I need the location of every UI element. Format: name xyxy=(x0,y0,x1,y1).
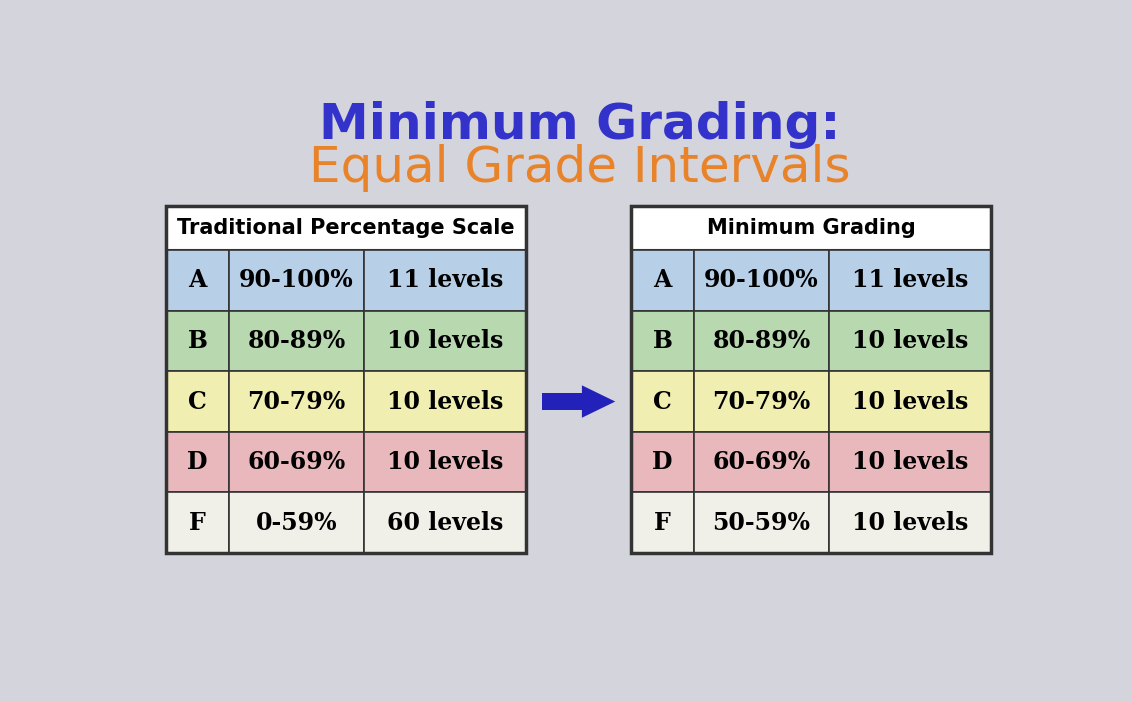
Bar xyxy=(166,311,229,371)
Bar xyxy=(829,250,990,311)
Text: 50-59%: 50-59% xyxy=(712,510,811,535)
Bar xyxy=(829,432,990,492)
Bar xyxy=(229,371,363,432)
Bar xyxy=(631,371,694,432)
Bar xyxy=(631,206,990,250)
Text: 90-100%: 90-100% xyxy=(704,268,818,293)
Bar xyxy=(363,250,525,311)
Text: 11 levels: 11 levels xyxy=(387,268,503,293)
Bar xyxy=(229,250,363,311)
Text: 90-100%: 90-100% xyxy=(239,268,354,293)
Text: 10 levels: 10 levels xyxy=(387,329,503,353)
Text: 80-89%: 80-89% xyxy=(712,329,811,353)
Text: 70-79%: 70-79% xyxy=(247,390,345,413)
Text: 10 levels: 10 levels xyxy=(851,329,968,353)
Text: F: F xyxy=(189,510,206,535)
Bar xyxy=(694,311,829,371)
Bar xyxy=(166,432,229,492)
Bar xyxy=(166,206,525,553)
Text: 10 levels: 10 levels xyxy=(387,390,503,413)
Text: D: D xyxy=(652,450,672,474)
Bar xyxy=(694,492,829,553)
Bar xyxy=(363,371,525,432)
Bar xyxy=(363,311,525,371)
Text: C: C xyxy=(188,390,207,413)
Bar xyxy=(229,432,363,492)
Bar xyxy=(166,492,229,553)
Text: 60-69%: 60-69% xyxy=(712,450,811,474)
Bar xyxy=(229,311,363,371)
Bar xyxy=(229,492,363,553)
Text: Traditional Percentage Scale: Traditional Percentage Scale xyxy=(177,218,515,238)
Text: 0-59%: 0-59% xyxy=(256,510,337,535)
Text: 60 levels: 60 levels xyxy=(387,510,503,535)
Text: 10 levels: 10 levels xyxy=(851,510,968,535)
Bar xyxy=(829,371,990,432)
Bar xyxy=(829,311,990,371)
Bar xyxy=(166,371,229,432)
Polygon shape xyxy=(582,385,616,418)
Bar xyxy=(166,250,229,311)
Text: B: B xyxy=(188,329,207,353)
Text: 10 levels: 10 levels xyxy=(387,450,503,474)
Bar xyxy=(363,432,525,492)
Bar xyxy=(694,432,829,492)
Text: F: F xyxy=(654,510,671,535)
Bar xyxy=(829,492,990,553)
Bar xyxy=(631,206,990,553)
Text: Minimum Grading: Minimum Grading xyxy=(706,218,916,238)
Text: 70-79%: 70-79% xyxy=(712,390,811,413)
Text: B: B xyxy=(652,329,672,353)
Bar xyxy=(631,311,694,371)
Bar xyxy=(631,492,694,553)
Bar xyxy=(694,250,829,311)
Text: 80-89%: 80-89% xyxy=(247,329,345,353)
Text: C: C xyxy=(653,390,672,413)
Bar xyxy=(166,206,525,250)
Text: 60-69%: 60-69% xyxy=(247,450,345,474)
Bar xyxy=(363,492,525,553)
Text: 10 levels: 10 levels xyxy=(851,450,968,474)
Text: D: D xyxy=(187,450,208,474)
Bar xyxy=(541,393,582,410)
Text: 10 levels: 10 levels xyxy=(851,390,968,413)
Bar xyxy=(631,432,694,492)
Bar xyxy=(694,371,829,432)
Bar xyxy=(631,250,694,311)
Text: A: A xyxy=(188,268,207,293)
Text: Equal Grade Intervals: Equal Grade Intervals xyxy=(309,144,851,192)
Text: 11 levels: 11 levels xyxy=(851,268,968,293)
Text: Minimum Grading:: Minimum Grading: xyxy=(319,101,841,149)
Text: A: A xyxy=(653,268,671,293)
